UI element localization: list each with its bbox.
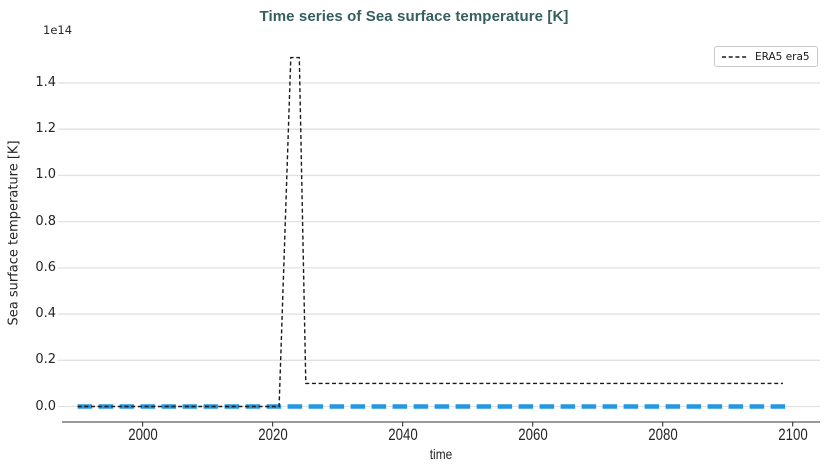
y-tick-label: 1.2 <box>35 121 56 137</box>
x-tick-label: 2000 <box>127 425 158 444</box>
y-tick-label: 0.6 <box>35 259 56 275</box>
x-tick-label: 2080 <box>647 425 678 444</box>
x-tick-label: 2040 <box>387 425 418 444</box>
chart-title: Time series of Sea surface temperature [… <box>259 8 569 25</box>
y-tick-label: 0.2 <box>35 352 56 368</box>
legend-dashed-line-sample <box>722 55 748 58</box>
legend: ERA5 era5 <box>714 46 818 67</box>
y-tick-label: 0.0 <box>35 398 56 414</box>
series-line-ERA5 era5 <box>77 56 783 408</box>
x-tick-label: 2020 <box>257 425 288 444</box>
y-tick-label: 1.4 <box>35 74 56 90</box>
y-tick-label: 0.4 <box>35 306 56 322</box>
x-tick-label: 2060 <box>517 425 548 444</box>
legend-label: ERA5 era5 <box>755 50 810 63</box>
y-axis-offset-label: 1e14 <box>43 23 73 37</box>
y-tick-label: 0.8 <box>35 213 56 229</box>
x-axis-label: time <box>429 446 453 462</box>
x-tick-label: 2100 <box>777 425 808 444</box>
y-tick-label: 1.0 <box>35 167 56 183</box>
